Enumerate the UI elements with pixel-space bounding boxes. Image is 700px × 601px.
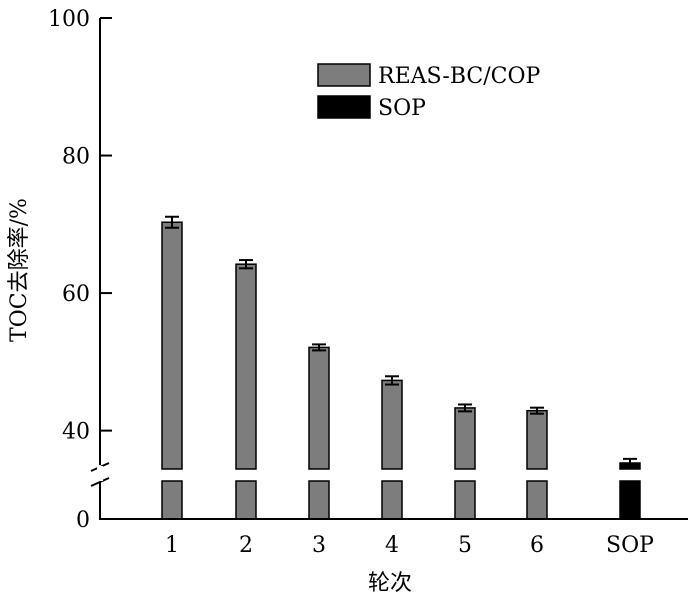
bar-reas-bc-cop-lower	[454, 480, 476, 520]
break-gap	[97, 466, 103, 481]
bar-sop	[619, 480, 641, 520]
x-axis-title: 轮次	[368, 571, 412, 596]
y-tick-label: 0	[76, 508, 90, 533]
x-tick-label: 3	[312, 533, 326, 558]
legend-label: REAS-BC/COP	[378, 64, 541, 89]
bar-reas-bc-cop-lower	[526, 480, 548, 520]
bar-reas-bc-cop-lower	[161, 480, 183, 520]
bar-reas-bc-cop-lower	[381, 480, 403, 520]
x-tick-label: 1	[165, 533, 179, 558]
bar-reas-bc-cop-lower	[235, 480, 257, 520]
y-axis-break-mark	[90, 462, 110, 487]
bar-reas-bc-cop-upper	[235, 263, 257, 470]
x-tick-label: 6	[530, 533, 544, 558]
ticks-layer: 0 40 60 80 100 1 2 3 4 5 6 SOP	[48, 7, 654, 558]
x-tick-label: 2	[239, 533, 253, 558]
break-stroke-lower	[90, 477, 110, 487]
x-tick-label: 5	[458, 533, 472, 558]
axes-layer	[90, 18, 688, 520]
bar-reas-bc-cop-upper	[526, 409, 548, 470]
bar-reas-bc-cop-upper	[381, 379, 403, 470]
bar-reas-bc-cop-lower	[308, 480, 330, 520]
bar-reas-bc-cop-upper	[454, 407, 476, 470]
y-tick-label: 100	[48, 7, 90, 32]
legend-swatch	[317, 63, 371, 87]
legend-swatch	[317, 95, 371, 119]
x-tick-label: 4	[385, 533, 399, 558]
y-tick-label: 80	[62, 145, 90, 170]
x-tick-label: SOP	[606, 533, 654, 558]
bar-reas-bc-cop-upper	[308, 346, 330, 470]
y-axis-title: TOC去除率/%	[7, 198, 32, 342]
y-tick-label: 60	[62, 282, 90, 307]
bar-reas-bc-cop-upper	[161, 221, 183, 470]
y-tick-label: 40	[62, 420, 90, 445]
bars-layer	[161, 221, 641, 520]
error-bars-layer	[165, 215, 637, 469]
legend: REAS-BC/COP SOP	[317, 63, 541, 121]
legend-label: SOP	[378, 96, 426, 121]
